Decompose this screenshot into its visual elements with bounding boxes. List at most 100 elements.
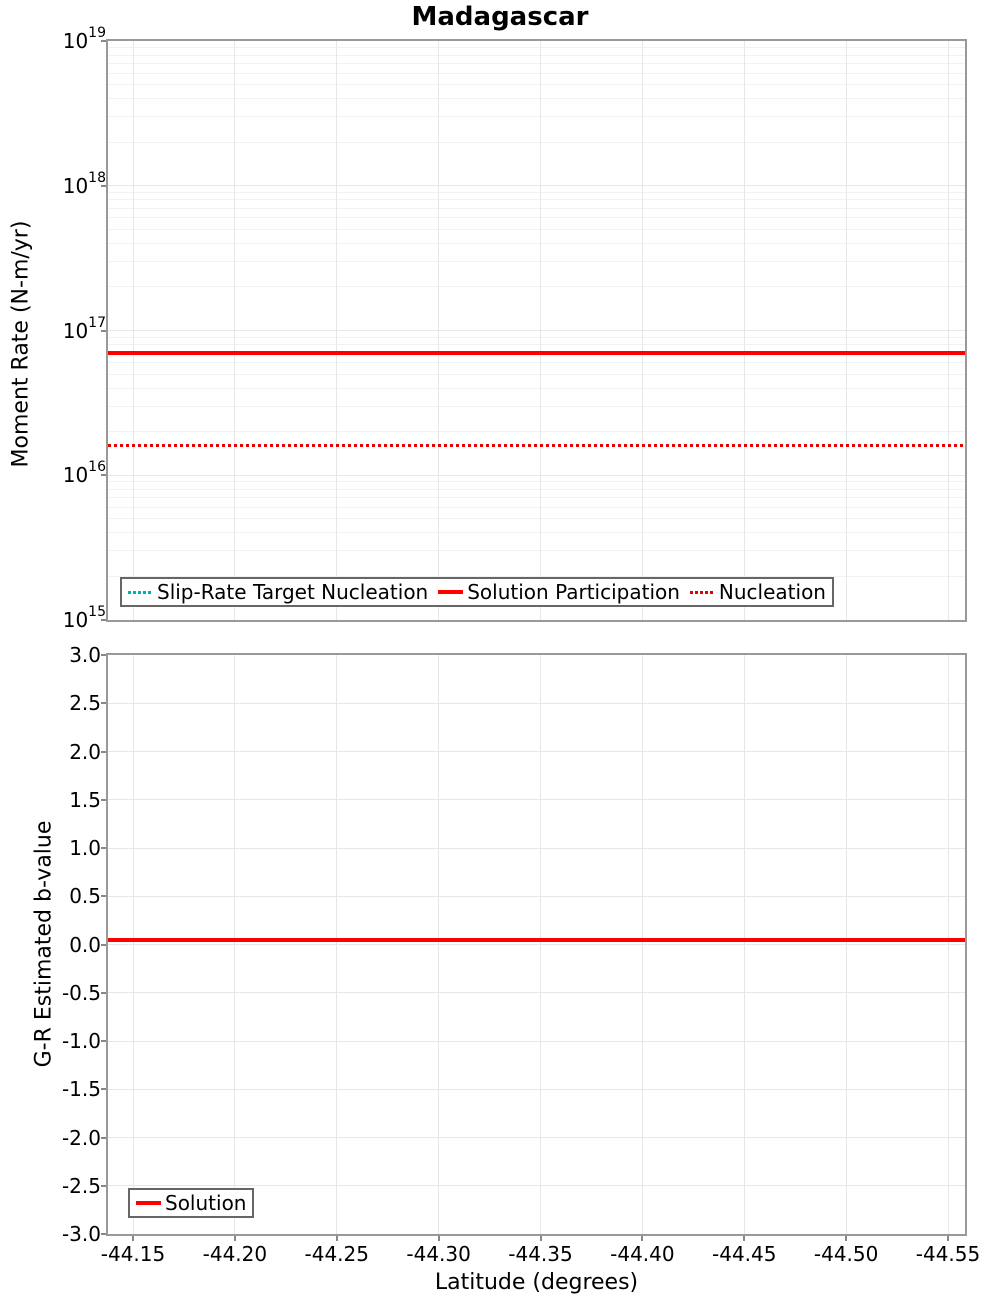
- tick-mark: [233, 1236, 236, 1241]
- minor-gridline: [108, 575, 965, 577]
- ytick-label-b-value: -0.5: [61, 980, 101, 1005]
- minor-gridline: [108, 550, 965, 552]
- b-value-legend: Solution: [128, 1188, 255, 1218]
- nucleation-line: [108, 444, 965, 448]
- minor-gridline: [108, 336, 965, 338]
- tick-mark: [101, 702, 106, 705]
- tick-mark: [101, 40, 106, 42]
- major-gridline: [108, 847, 965, 849]
- ytick-base: 10: [62, 173, 89, 198]
- tick-mark: [101, 184, 106, 187]
- ytick-base: 10: [62, 608, 89, 632]
- xtick-label-latitude: -44.20: [202, 1242, 268, 1266]
- major-gridline: [108, 1185, 965, 1187]
- nucleation-line-sample: [689, 590, 715, 594]
- xtick-label-latitude: -44.55: [915, 1242, 981, 1266]
- minor-gridline: [108, 84, 965, 86]
- minor-gridline: [108, 116, 965, 118]
- minor-gridline: [108, 344, 965, 346]
- tick-mark: [101, 750, 106, 753]
- major-gridline: [108, 185, 965, 187]
- tick-mark: [101, 1136, 106, 1139]
- ytick-label-b-value: 2.5: [69, 691, 101, 716]
- major-gridline: [108, 992, 965, 994]
- tick-mark: [641, 1236, 644, 1241]
- major-gridline: [108, 702, 965, 704]
- minor-gridline: [108, 72, 965, 74]
- minor-gridline: [108, 362, 965, 364]
- tick-mark: [132, 1236, 134, 1241]
- minor-gridline: [108, 199, 965, 201]
- ytick-exponent: 16: [88, 459, 106, 476]
- minor-gridline: [108, 497, 965, 499]
- tick-mark: [101, 1040, 106, 1042]
- ytick-exponent: 18: [88, 169, 106, 186]
- major-gridline: [108, 944, 965, 945]
- xtick-label-latitude: -44.30: [406, 1242, 471, 1266]
- ytick-label-b-value: 3.0: [69, 643, 101, 667]
- legend-item-nucleation: Nucleation: [689, 580, 826, 604]
- ytick-exponent: 19: [88, 25, 106, 41]
- minor-gridline: [108, 431, 965, 433]
- tick-mark: [101, 619, 106, 621]
- b-value-plot: [106, 653, 967, 1236]
- major-gridline: [108, 1088, 965, 1090]
- minor-gridline: [108, 286, 965, 288]
- minor-gridline: [108, 506, 965, 508]
- major-gridline: [108, 474, 965, 476]
- ytick-label-moment-rate: 10 18: [30, 170, 106, 202]
- minor-gridline: [108, 47, 965, 49]
- tick-mark: [101, 895, 106, 898]
- tick-mark: [101, 847, 106, 849]
- ytick-label-b-value: 2.0: [69, 739, 101, 764]
- tick-mark: [437, 1236, 440, 1241]
- ytick-label-b-value: -1.5: [61, 1077, 101, 1102]
- ytick-label-b-value: -1.0: [61, 1029, 101, 1053]
- x-axis-label-latitude: Latitude (degrees): [434, 1270, 639, 1295]
- minor-gridline: [108, 141, 965, 143]
- minor-gridline: [108, 532, 965, 534]
- minor-gridline: [108, 242, 965, 244]
- minor-gridline: [108, 191, 965, 193]
- ytick-label-moment-rate: 10 15: [30, 604, 106, 636]
- v-gridline: [540, 41, 541, 620]
- ytick-label-moment-rate: 10 19: [30, 25, 106, 57]
- ytick-label-b-value: -2.5: [61, 1173, 101, 1198]
- xtick-label-latitude: -44.25: [304, 1242, 369, 1266]
- minor-gridline: [108, 481, 965, 483]
- v-gridline: [336, 41, 338, 620]
- ytick-exponent: 15: [88, 604, 106, 620]
- solution-line: [108, 937, 965, 942]
- tick-mark: [101, 1184, 106, 1187]
- tick-mark: [947, 1236, 949, 1241]
- slip-rate-target-nucleation-line-sample: [128, 590, 153, 594]
- ytick-label-b-value: 1.5: [69, 787, 101, 812]
- ytick-label-b-value: 0.5: [69, 884, 101, 909]
- moment-rate-legend: Slip-Rate Target Nucleation Solution Par…: [120, 577, 834, 607]
- xtick-label-latitude: -44.35: [508, 1242, 573, 1266]
- tick-mark: [539, 1236, 542, 1241]
- chart-title: Madagascar: [411, 2, 589, 32]
- legend-item-solution-participation: Solution Participation: [438, 580, 680, 604]
- minor-gridline: [108, 207, 965, 209]
- minor-gridline: [108, 518, 965, 520]
- ytick-label-moment-rate: 10 17: [30, 315, 106, 347]
- solution-participation-line: [108, 350, 965, 355]
- tick-mark: [845, 1236, 848, 1241]
- major-gridline: [108, 1137, 965, 1138]
- minor-gridline: [108, 260, 965, 262]
- solution-line-sample: [136, 1201, 161, 1205]
- v-gridline: [743, 41, 745, 620]
- major-gridline: [108, 330, 965, 331]
- ytick-base: 10: [62, 29, 89, 53]
- legend-label: Nucleation: [718, 580, 826, 604]
- tick-mark: [101, 329, 106, 332]
- v-gridline: [947, 41, 949, 620]
- ytick-base: 10: [62, 463, 89, 488]
- moment-rate-plot: [106, 39, 967, 622]
- tick-mark: [101, 798, 106, 801]
- legend-item-slip-rate-target-nucleation: Slip-Rate Target Nucleation: [128, 580, 428, 604]
- tick-mark: [101, 474, 106, 477]
- major-gridline: [108, 1040, 965, 1042]
- minor-gridline: [108, 98, 965, 100]
